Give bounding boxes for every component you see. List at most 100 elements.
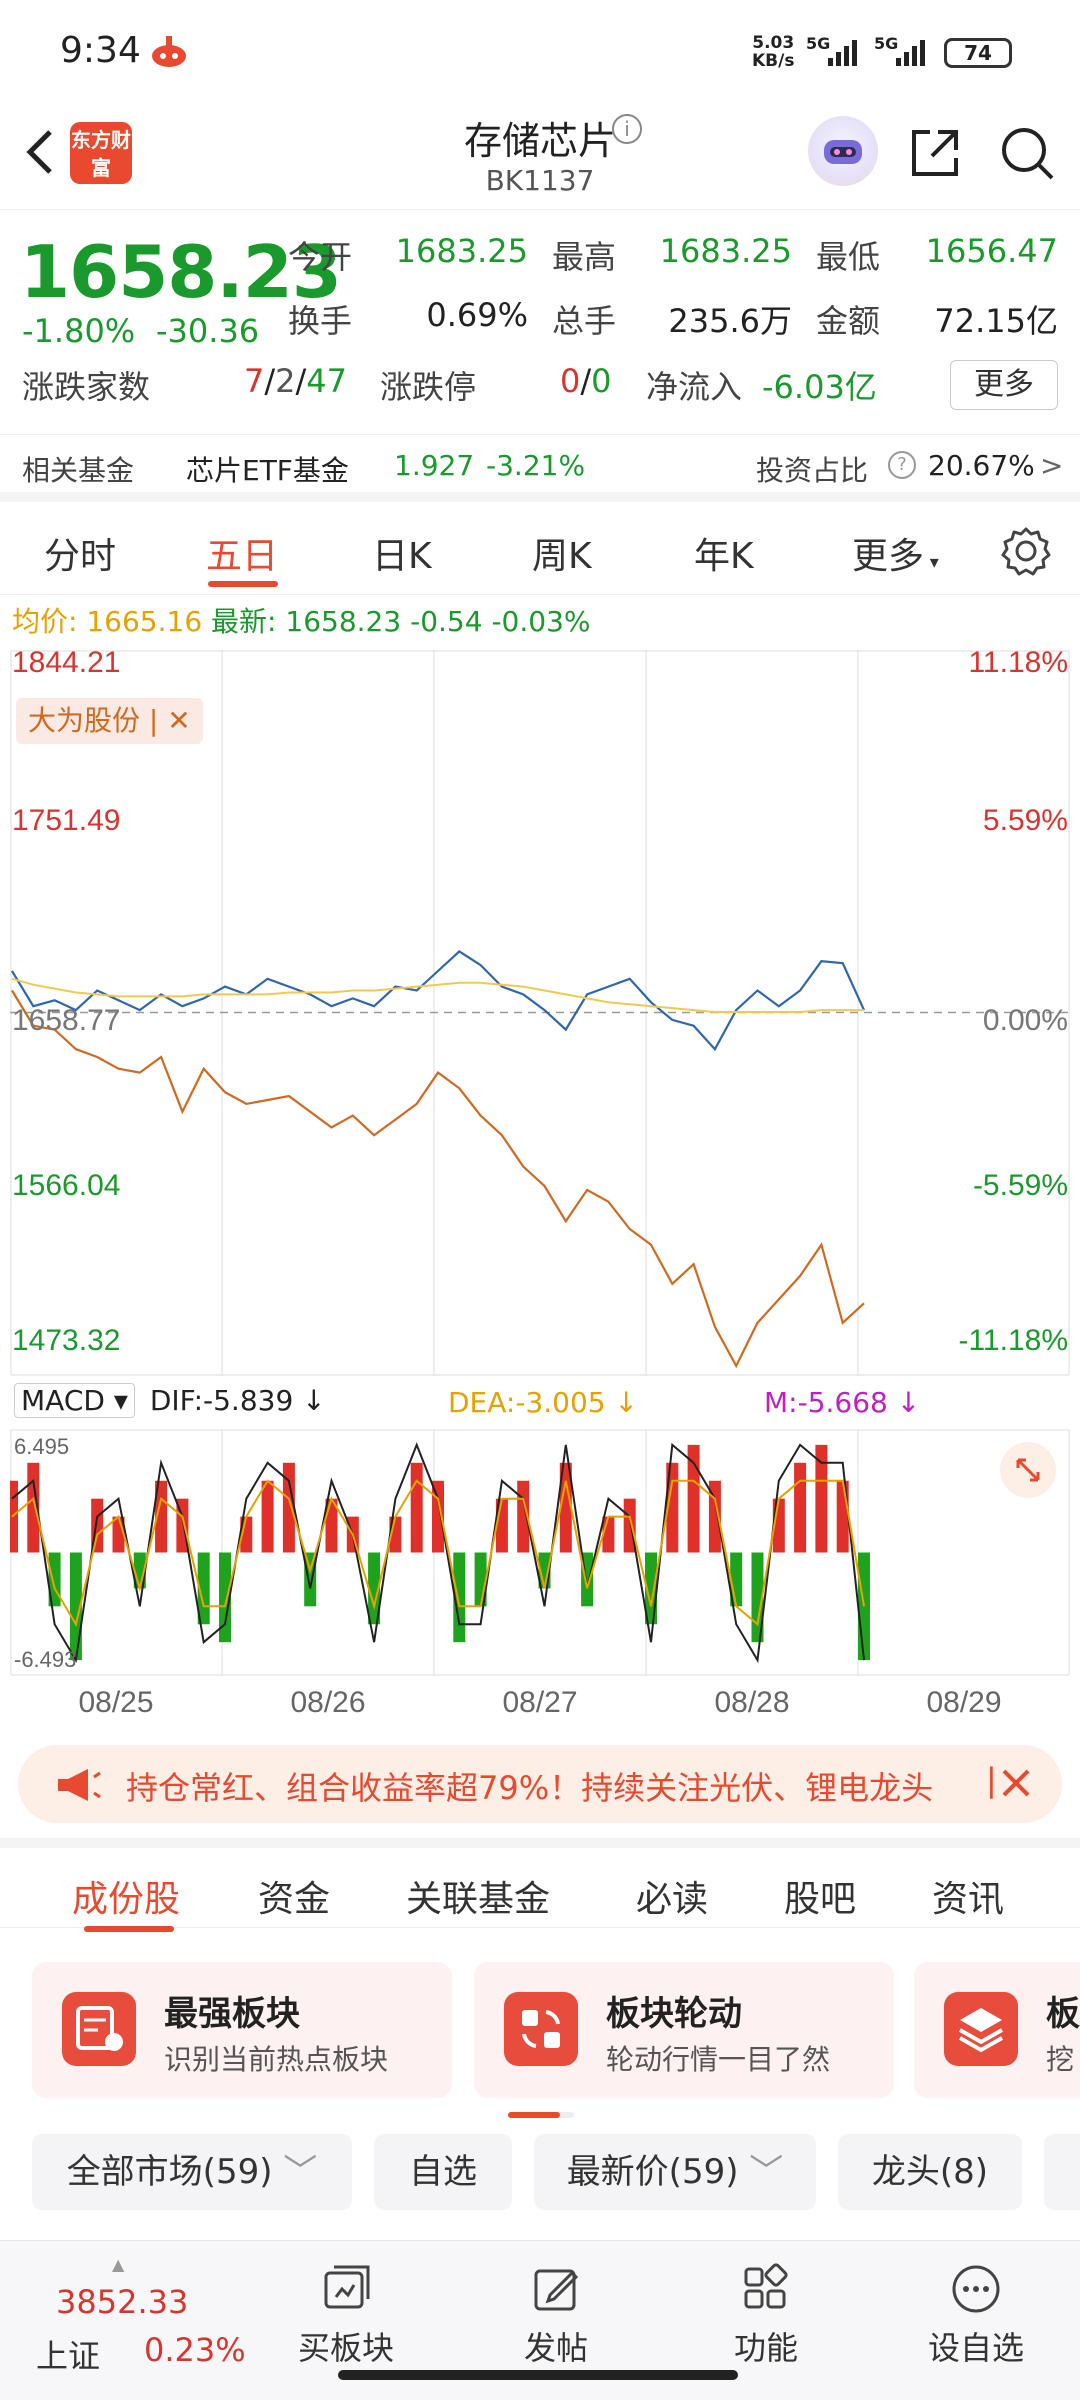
nav-post[interactable]: 发帖 [476,2261,636,2369]
y-tick-right: 0.00% [983,1004,1068,1037]
close-icon[interactable]: ✕ [167,704,191,737]
card-subtitle: 轮动行情一目了然 [606,2043,831,2076]
tab-five-day[interactable]: 五日 [206,536,279,577]
promo-banner[interactable]: 持仓常红、组合收益率超79%！持续关注光伏、锂电龙头 | [18,1745,1062,1823]
change-abs: -30.36 [156,312,260,350]
breadth-label: 涨跌家数 [22,368,151,406]
y-tick-right: -11.18% [958,1324,1068,1357]
card-sector-rotation[interactable]: 板块轮动 轮动行情一目了然 [474,1962,894,2098]
macd-header: MACD ▾ DIF:-5.839 ↓ [14,1383,326,1420]
limit-value: 0/0 [560,362,612,400]
fund-label: 相关基金 [22,454,135,487]
low-value: 1656.47 [925,232,1058,270]
tab-underline [208,581,278,587]
high-label: 最高 [552,238,617,276]
chart-labels: 1844.21 1751.49 1658.77 1566.04 1473.32 11.18… [12,650,1068,1357]
more-button[interactable]: 更多 [950,360,1058,410]
tab-daily-k[interactable]: 日K [372,536,432,577]
index-name[interactable]: 上证 [36,2337,101,2375]
amount-value: 72.15亿 [934,302,1058,340]
volume-label: 总手 [552,302,617,340]
buy-sector-icon [324,2265,370,2309]
fund-change: -3.21% [486,449,586,482]
banner-close-icon[interactable] [996,1763,1036,1803]
series-line-0 [11,950,866,1052]
card-partial[interactable]: 板 挖 [914,1962,1080,2098]
tab-must-read[interactable]: 必读 [636,1879,709,1920]
inflow-value: -6.03亿 [762,368,877,406]
tab-related-funds[interactable]: 关联基金 [406,1879,551,1920]
macd-bar [815,1444,828,1553]
macd-bar [410,1462,423,1553]
robot-icon [824,140,862,164]
card-strongest-sector[interactable]: 最强板块 识别当前热点板块 [32,1962,452,2098]
turnover-value: 0.69% [426,296,528,334]
index-change[interactable]: 0.23% [144,2331,246,2369]
app-logo: 东方财富 [70,122,132,184]
macd-bar [432,1480,444,1553]
y-tick-left: 1844.21 [12,650,120,679]
bottom-nav: ▲ 3852.33 上证 0.23% 买板块 发帖 功能 设自选 [0,2240,1080,2400]
related-fund-row[interactable]: 相关基金 芯片ETF基金 1.927 -3.21% 投资占比 ? 20.67% … [0,434,1080,502]
avg-price-line: 均价: 1665.16 最新: 1658.23 -0.54 -0.03% [12,605,591,638]
chart-tabs: 分时 五日 日K 周K 年K 更多 ▾ [0,505,1080,595]
nav-buy-sector[interactable]: 买板块 [266,2261,426,2369]
sub-tabs: 成份股 资金 关联基金 必读 股吧 资讯 [0,1838,1080,1932]
open-label: 今开 [288,238,353,276]
tab-constituents[interactable]: 成份股 [72,1879,181,1920]
compare-tag[interactable]: 大为股份 | ✕ [16,698,203,744]
info-icon[interactable]: i [612,114,642,144]
macd-bar [836,1480,849,1553]
macd-selector[interactable]: MACD ▾ [14,1383,135,1418]
inflow-label: 净流入 [646,368,743,406]
header: 东方财富 存储芯片 i BK1137 [0,100,1080,210]
expand-icon[interactable] [1000,1442,1056,1498]
tab-intraday[interactable]: 分时 [44,536,117,577]
tab-more[interactable]: 更多 ▾ [852,536,939,577]
home-indicator [338,2370,738,2380]
macd-bar [282,1462,295,1553]
tab-weekly-k[interactable]: 周K [532,536,592,577]
macd-bar [27,1462,40,1553]
macd-dea-line [11,1479,865,1627]
y-tick-left: 1473.32 [12,1324,120,1357]
watchlist-filter[interactable]: 自选 [374,2134,512,2210]
battery-icon: 74 [944,38,1012,68]
gear-icon[interactable] [1000,525,1052,577]
sector-code: BK1137 [485,164,595,197]
tab-yearly-k[interactable]: 年K [694,536,754,577]
more-filter[interactable] [1044,2134,1080,2210]
macd-bar [858,1552,870,1661]
edit-icon [534,2269,579,2311]
x-tick-label: 08/25 [78,1686,153,1719]
nav-functions[interactable]: 功能 [686,2261,846,2369]
back-icon[interactable] [18,122,62,182]
macd-bar [304,1552,317,1607]
macd-bar [155,1480,168,1553]
series-line-2 [11,989,865,1369]
y-tick-right: -5.59% [973,1169,1068,1202]
market-filter[interactable]: 全部市场(59) ﹀ [32,2134,352,2210]
signal-icon [828,40,857,66]
nav-add-watchlist[interactable]: 设自选 [896,2261,1056,2369]
price-sort[interactable]: 最新价(59) ﹀ [534,2134,816,2210]
assistant-avatar[interactable] [808,116,878,186]
open-value: 1683.25 [395,232,528,270]
series-line-1 [11,977,864,1013]
share-icon[interactable] [904,122,966,184]
search-icon[interactable] [996,122,1058,184]
tab-forum[interactable]: 股吧 [784,1879,857,1920]
macd-bar [219,1552,231,1643]
five-day-chart[interactable]: 1844.21 1751.49 1658.77 1566.04 1473.32 11.18… [10,650,1070,1720]
ratio-value: 20.67% [928,449,1035,482]
help-icon[interactable]: ? [888,451,916,479]
index-value[interactable]: 3852.33 [56,2283,189,2321]
tab-funds-flow[interactable]: 资金 [258,1879,331,1920]
y-tick-right: 5.59% [983,804,1068,837]
leader-filter[interactable]: 龙头(8) [838,2134,1022,2210]
change-pct: -1.80% [22,312,136,350]
macd-bar [708,1480,721,1553]
tab-news[interactable]: 资讯 [932,1879,1005,1920]
card-title: 最强板块 [164,1994,300,2034]
